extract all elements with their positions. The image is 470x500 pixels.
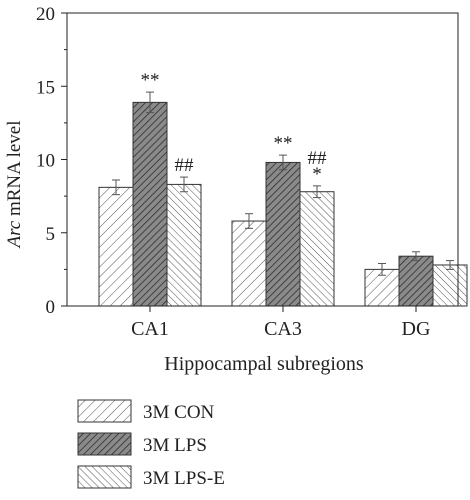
y-tick-label: 20: [36, 4, 55, 25]
y-tick-label: 5: [46, 224, 56, 245]
significance-marker: **: [274, 133, 293, 154]
bar-ca3-series-1: [231, 220, 267, 307]
y-tick-label: 15: [36, 77, 55, 98]
y-tick-label: 10: [36, 151, 55, 172]
significance-marker: ##: [175, 155, 195, 176]
bar-ca1-series-2: [132, 101, 168, 307]
y-tick-label: 0: [46, 297, 56, 318]
bar-dg-series-3: [432, 264, 468, 307]
y-axis-label: Arc mRNA level: [4, 120, 25, 249]
significance-annotations: **##***##: [141, 70, 328, 185]
legend-label: 3M LPS: [143, 435, 207, 456]
bar-ca3-series-2: [265, 161, 301, 307]
significance-marker: *: [312, 164, 322, 185]
bar-dg-series-2: [398, 255, 434, 307]
x-tick-label: DG: [402, 318, 431, 340]
bar-ca1-series-3: [166, 183, 202, 307]
legend-swatch: [77, 432, 132, 456]
y-axis-ticks: 0 5 10 15 20: [36, 4, 67, 318]
significance-marker: ##: [308, 148, 328, 169]
x-tick-label: CA1: [131, 318, 169, 340]
bar-ca3-series-3: [299, 191, 335, 307]
x-axis-label: Hippocampal subregions: [164, 353, 364, 375]
legend: 3M CON 3M LPS 3M LPS-E: [77, 399, 225, 489]
bar-ca1-series-1: [98, 186, 134, 307]
legend-label: 3M CON: [143, 402, 215, 423]
y-axis-label-italic: Arc: [4, 220, 25, 249]
y-axis-label-rest: mRNA level: [4, 120, 25, 220]
x-tick-label: CA3: [264, 318, 302, 340]
legend-swatch: [77, 399, 132, 423]
error-bars-layer: [112, 91, 454, 276]
significance-marker: **: [141, 70, 160, 91]
legend-swatch: [77, 465, 132, 489]
x-axis-ticks: CA1 CA3 DG: [131, 306, 430, 340]
legend-label: 3M LPS-E: [143, 468, 225, 489]
